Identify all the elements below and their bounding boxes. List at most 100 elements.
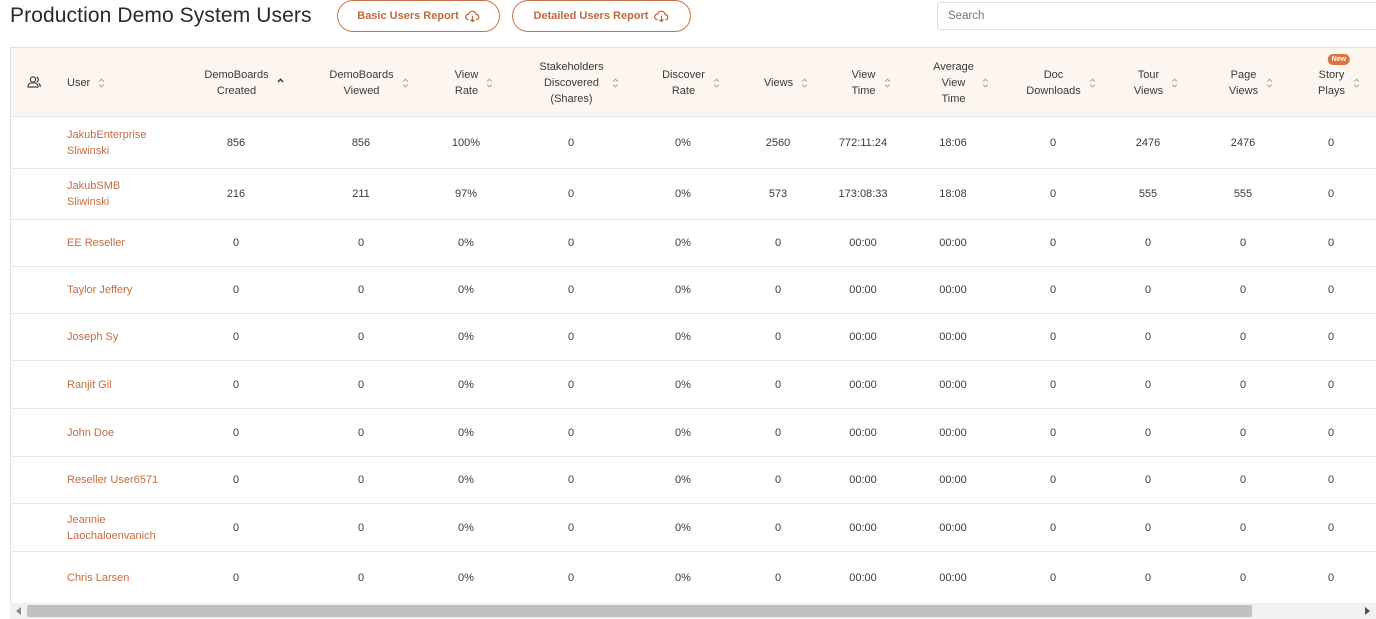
table-cell: 0 [1327,571,1335,584]
sort-icon[interactable] [713,77,720,89]
table-cell: 2476 [1135,136,1161,149]
column-header-7[interactable]: View Time [831,48,911,117]
detailed-users-report-button[interactable]: Detailed Users Report [512,0,691,32]
table-cell: 0% [675,188,691,200]
table-cell: 0 [357,571,365,584]
basic-users-report-button[interactable]: Basic Users Report [337,0,500,32]
table-cell: 0 [1144,378,1152,391]
table-cell: 0 [357,474,365,486]
user-name-link[interactable]: Reseller User6571 [67,474,159,486]
sort-icon[interactable] [486,77,493,89]
table-cell: 0 [1327,426,1335,439]
user-name-link[interactable]: Joseph Sy [67,331,119,343]
table-cell: 0 [1049,378,1057,391]
user-name-link[interactable]: John Doe [67,426,115,439]
table-cell: 00:00 [849,237,877,249]
page-title: Production Demo System Users [10,4,312,27]
table-cell: 0 [1239,284,1247,296]
table-cell: 0 [774,284,782,296]
table-cell: 0 [774,378,782,391]
table-cell: 0 [1144,426,1152,439]
table-cell: 97% [454,188,478,200]
table-row: EE Reseller 0 0 0% 0 0% 0 00:00 00:00 0 0 0 0 [11,220,1376,267]
column-header-10[interactable]: Tour Views [1111,48,1201,117]
sort-icon[interactable] [1171,77,1178,89]
table-cell: 0 [1144,571,1152,584]
column-header-label: DemoBoards Created [204,68,269,97]
table-cell: 772:11:24 [838,136,888,149]
table-cell: 0 [1049,474,1057,486]
table-row: Taylor Jeffery 0 0 0% 0 0% 0 00:00 00:00 0 0 0 0 [11,267,1376,314]
column-header-9[interactable]: Doc Downloads [1011,48,1111,117]
search-input[interactable] [937,2,1376,30]
table-cell: 00:00 [849,474,877,486]
table-cell: 0 [232,474,240,486]
sort-icon[interactable] [1266,77,1273,89]
column-header-11[interactable]: Page Views [1201,48,1301,117]
column-header-1[interactable]: DemoBoards Created [181,48,307,117]
sort-icon[interactable] [801,77,808,89]
table-cell: 0 [232,237,240,249]
horizontal-scrollbar[interactable] [10,603,1376,619]
user-name-link[interactable]: Jeannie Laochaloenvanich [67,513,156,542]
table-cell: 0% [458,521,474,534]
table-cell: 0 [774,571,782,584]
table-row: Reseller User6571 0 0 0% 0 0% 0 00:00 00:00 0 0 0 0 [11,457,1376,504]
table-cell: 00:00 [849,426,877,439]
sort-ascending-icon[interactable] [277,77,284,89]
scrollbar-thumb[interactable] [27,605,1252,617]
sort-icon[interactable] [1089,77,1096,89]
table-cell: 18:06 [939,136,967,149]
table-cell: 0 [1144,237,1152,249]
user-name-link[interactable]: JakubSMB Sliwinski [67,180,121,208]
table-cell: 00:00 [939,331,967,343]
table-cell: 0 [1049,426,1057,439]
table-cell: 0 [232,284,240,296]
sort-icon[interactable] [98,77,105,89]
column-header-4[interactable]: Stakeholders Discovered (Shares) [517,48,641,117]
scroll-right-icon[interactable] [1365,607,1370,615]
table-cell: 2560 [765,136,791,149]
table-cell: 0 [1144,284,1152,296]
sort-icon[interactable] [884,77,891,89]
column-header-label: Tour Views [1133,68,1164,97]
column-header-12[interactable]: Story Plays New [1301,48,1376,117]
table-cell: 0 [567,188,575,200]
column-header-2[interactable]: DemoBoards Viewed [307,48,431,117]
table-cell: 0 [567,426,575,439]
scroll-left-icon[interactable] [16,607,21,615]
table-cell: 0 [1144,521,1152,534]
user-name-link[interactable]: JakubEnterprise Sliwinski [67,128,147,157]
table-cell: 0 [567,136,575,149]
column-header-6[interactable]: Views [741,48,831,117]
user-name-link[interactable]: EE Reseller [67,237,126,249]
table-cell: 0% [458,237,474,249]
user-name-link[interactable]: Ranjit Gil [67,378,112,391]
sort-icon[interactable] [612,77,619,89]
column-header-3[interactable]: View Rate [431,48,517,117]
table-cell: 00:00 [939,571,967,584]
column-header-8[interactable]: Average View Time [911,48,1011,117]
sort-icon[interactable] [1353,77,1360,89]
table-cell: 0% [458,331,474,343]
table-cell: 0 [357,284,365,296]
table-cell: 555 [1233,188,1253,200]
table-cell: 0 [1049,571,1057,584]
table-cell: 856 [226,136,246,149]
sort-icon[interactable] [402,77,409,89]
table-cell: 100% [451,136,481,149]
user-name-link[interactable]: Taylor Jeffery [67,284,133,296]
table-cell: 216 [226,188,246,200]
table-cell: 0% [675,521,691,534]
table-cell: 0 [774,426,782,439]
table-cell: 0% [675,331,691,343]
column-header-5[interactable]: Discover Rate [641,48,741,117]
table-cell: 00:00 [849,284,877,296]
table-cell: 0% [675,237,691,249]
column-header-label: Stakeholders Discovered (Shares) [539,60,604,105]
column-header-0[interactable]: User [55,48,181,117]
table-cell: 0 [357,331,365,343]
user-name-link[interactable]: Chris Larsen [67,571,130,584]
sort-icon[interactable] [982,77,989,89]
table-cell: 0 [357,378,365,391]
